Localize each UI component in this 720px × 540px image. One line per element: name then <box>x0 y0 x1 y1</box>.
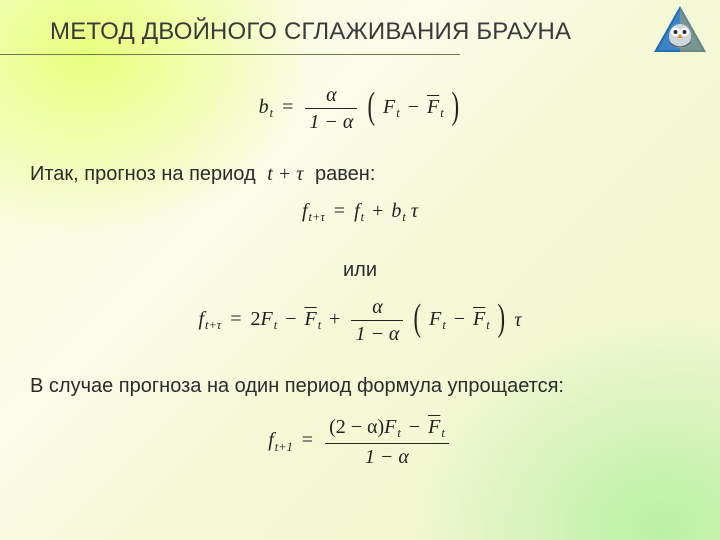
title-underline <box>0 54 460 55</box>
forecast-intro-pre: Итак, прогноз на период <box>30 163 261 185</box>
forecast-intro-post: равен: <box>315 163 375 185</box>
or-label: или <box>0 259 720 282</box>
institution-logo <box>650 4 710 58</box>
slide-body: bt = α 1 − α ( Ft − Ft ) Итак, прогноз н… <box>0 70 720 476</box>
forecast-intro-math: t + τ <box>261 163 309 185</box>
slide: МЕТОД ДВОЙНОГО СГЛАЖИВАНИЯ БРАУНА bt = α… <box>0 0 720 540</box>
formula-bt: bt = α 1 − α ( Ft − Ft ) <box>0 84 720 133</box>
simplified-intro: В случае прогноза на один период формула… <box>30 375 720 398</box>
formula-ft-short: ft+τ = ft + bt τ <box>0 200 720 225</box>
slide-title: МЕТОД ДВОЙНОГО СГЛАЖИВАНИЯ БРАУНА <box>50 18 650 46</box>
forecast-intro-line: Итак, прогноз на период t + τ равен: <box>30 163 720 186</box>
formula-ft-long: ft+τ = 2Ft − Ft + α 1 − α ( Ft − Ft ) τ <box>0 296 720 345</box>
formula-ft1: ft+1 = (2 − α)Ft − Ft 1 − α <box>0 416 720 468</box>
